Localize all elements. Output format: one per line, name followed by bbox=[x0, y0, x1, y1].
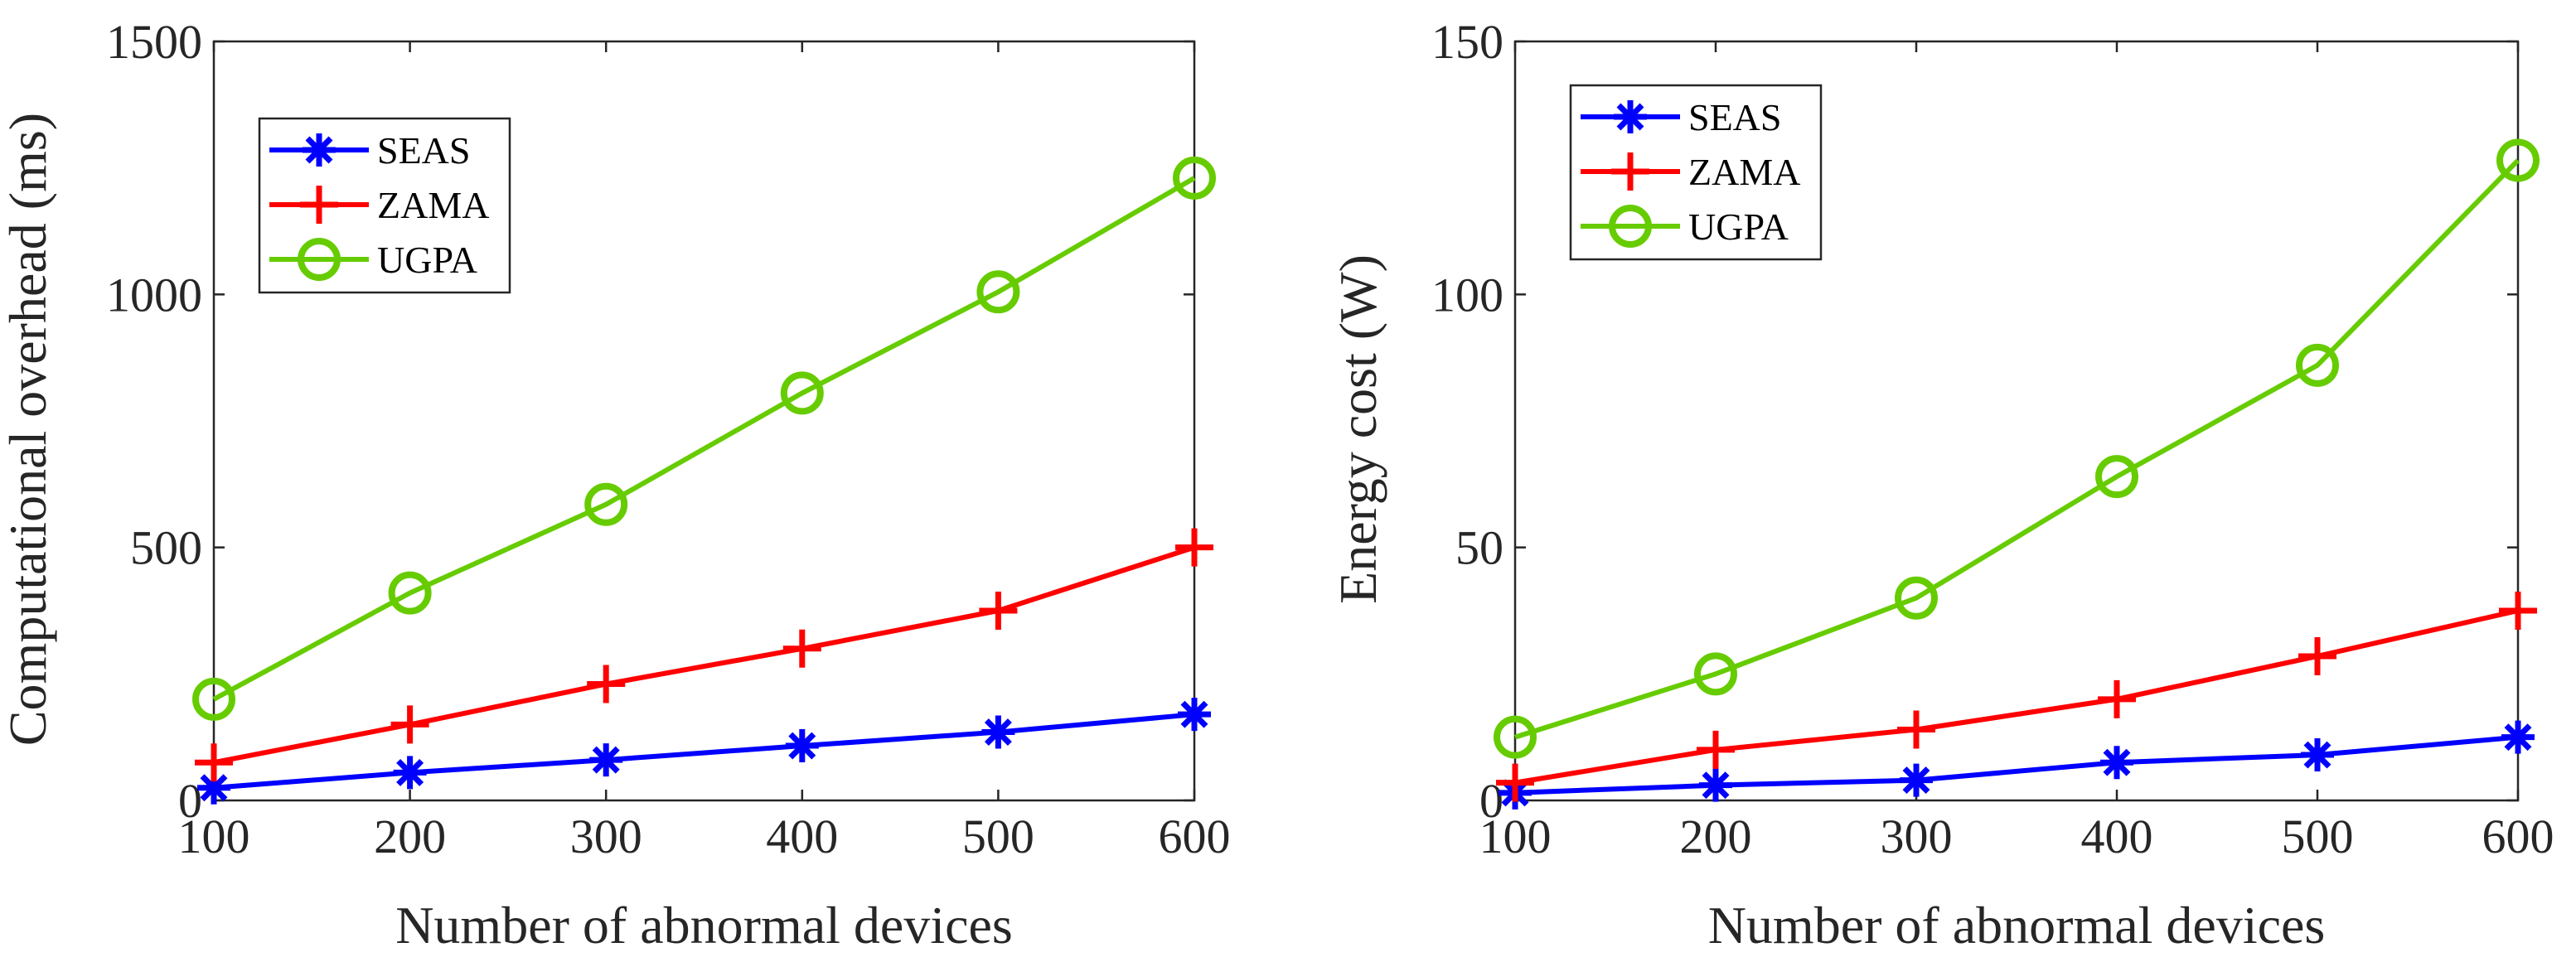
data-point-ugpa bbox=[780, 371, 824, 415]
data-point-seas bbox=[1699, 768, 1732, 802]
data-point-zama bbox=[2499, 592, 2537, 630]
data-point-seas bbox=[1178, 698, 1211, 732]
legend-marker-seas bbox=[303, 133, 336, 167]
x-tick-label: 400 bbox=[766, 810, 838, 863]
chart-computational-overhead: 100 200 300 400 500 600 0 500 1000 1500 Number of … bbox=[0, 15, 1231, 955]
series-line-zama bbox=[1514, 608, 2519, 786]
legend-label-zama: ZAMA bbox=[1688, 151, 1800, 193]
data-point-zama bbox=[1175, 528, 1213, 567]
legend-label-seas: SEAS bbox=[377, 129, 470, 172]
legend: SEAS ZAMA UGPA bbox=[258, 117, 511, 294]
data-point-ugpa bbox=[976, 270, 1020, 314]
x-tick-label: 300 bbox=[570, 810, 642, 863]
y-axis-title: Computational overhead (ms) bbox=[0, 113, 57, 746]
data-point-seas bbox=[2501, 720, 2535, 754]
x-tick-label: 100 bbox=[1479, 810, 1552, 863]
x-tick-label: 500 bbox=[962, 810, 1034, 863]
x-tick-label: 200 bbox=[1680, 810, 1752, 863]
legend-label-ugpa: UGPA bbox=[377, 239, 477, 281]
data-point-ugpa bbox=[1173, 156, 1216, 200]
series-line-seas bbox=[1514, 734, 2519, 795]
y-tick-label: 1500 bbox=[106, 15, 202, 69]
x-tick-label: 600 bbox=[2482, 810, 2554, 863]
plot-frame bbox=[212, 40, 1196, 802]
legend-marker-seas bbox=[1614, 100, 1647, 133]
data-point-seas bbox=[981, 715, 1015, 749]
legend-label-ugpa: UGPA bbox=[1688, 205, 1789, 248]
x-tick-label: 100 bbox=[178, 810, 250, 863]
y-tick-label: 150 bbox=[1431, 15, 1503, 69]
legend-marker-zama bbox=[1611, 152, 1649, 191]
data-point-ugpa bbox=[2095, 455, 2138, 499]
data-point-ugpa bbox=[2296, 343, 2339, 387]
x-tick-label: 400 bbox=[2081, 810, 2153, 863]
x-tick-label: 600 bbox=[1159, 810, 1231, 863]
y-tick-label: 100 bbox=[1431, 268, 1503, 321]
data-point-ugpa bbox=[192, 677, 235, 721]
data-point-zama bbox=[1496, 763, 1534, 802]
y-axis-title: Energy cost (W) bbox=[1329, 254, 1387, 604]
series-line-ugpa bbox=[1514, 158, 2520, 740]
data-point-ugpa bbox=[388, 571, 432, 615]
data-point-seas bbox=[785, 729, 819, 763]
legend-label-zama: ZAMA bbox=[377, 184, 489, 226]
data-point-seas bbox=[197, 771, 230, 805]
y-tick-label: 50 bbox=[1455, 521, 1503, 575]
series-line-zama bbox=[213, 544, 1195, 766]
plot-frame bbox=[1513, 40, 2520, 802]
data-point-zama bbox=[1697, 730, 1735, 769]
data-point-zama bbox=[782, 629, 821, 668]
data-point-zama bbox=[390, 705, 429, 744]
data-point-ugpa bbox=[1694, 652, 1737, 696]
x-axis-title: Number of abnormal devices bbox=[1708, 896, 2326, 955]
data-point-zama bbox=[1897, 710, 1935, 749]
data-point-zama bbox=[195, 743, 233, 782]
legend: SEAS ZAMA UGPA bbox=[1569, 84, 1823, 261]
legend-marker-zama bbox=[300, 186, 338, 224]
data-point-zama bbox=[979, 592, 1018, 630]
data-point-seas bbox=[2301, 738, 2334, 772]
data-point-seas bbox=[393, 756, 427, 790]
data-point-seas bbox=[2100, 746, 2133, 780]
data-point-ugpa bbox=[584, 482, 628, 526]
x-axis-title: Number of abnormal devices bbox=[395, 896, 1013, 955]
data-point-ugpa bbox=[2496, 138, 2540, 182]
series-line-seas bbox=[213, 712, 1195, 790]
data-point-zama bbox=[2298, 636, 2336, 675]
x-tick-label: 500 bbox=[2282, 810, 2354, 863]
y-tick-label: 0 bbox=[178, 774, 202, 828]
data-point-seas bbox=[1900, 763, 1933, 797]
y-tick-label: 500 bbox=[130, 521, 202, 575]
x-tick-label: 300 bbox=[1881, 810, 1953, 863]
data-point-ugpa bbox=[1494, 715, 1537, 759]
legend-label-seas: SEAS bbox=[1688, 96, 1781, 138]
series-line-ugpa bbox=[212, 176, 1196, 702]
x-tick-label: 200 bbox=[374, 810, 446, 863]
data-point-zama bbox=[2098, 679, 2136, 718]
y-tick-label: 1000 bbox=[106, 268, 202, 321]
data-point-seas bbox=[589, 743, 623, 777]
data-point-ugpa bbox=[1895, 576, 1938, 620]
legend-marker-ugpa bbox=[1609, 205, 1652, 248]
data-point-zama bbox=[587, 665, 626, 703]
legend-marker-ugpa bbox=[298, 238, 341, 281]
